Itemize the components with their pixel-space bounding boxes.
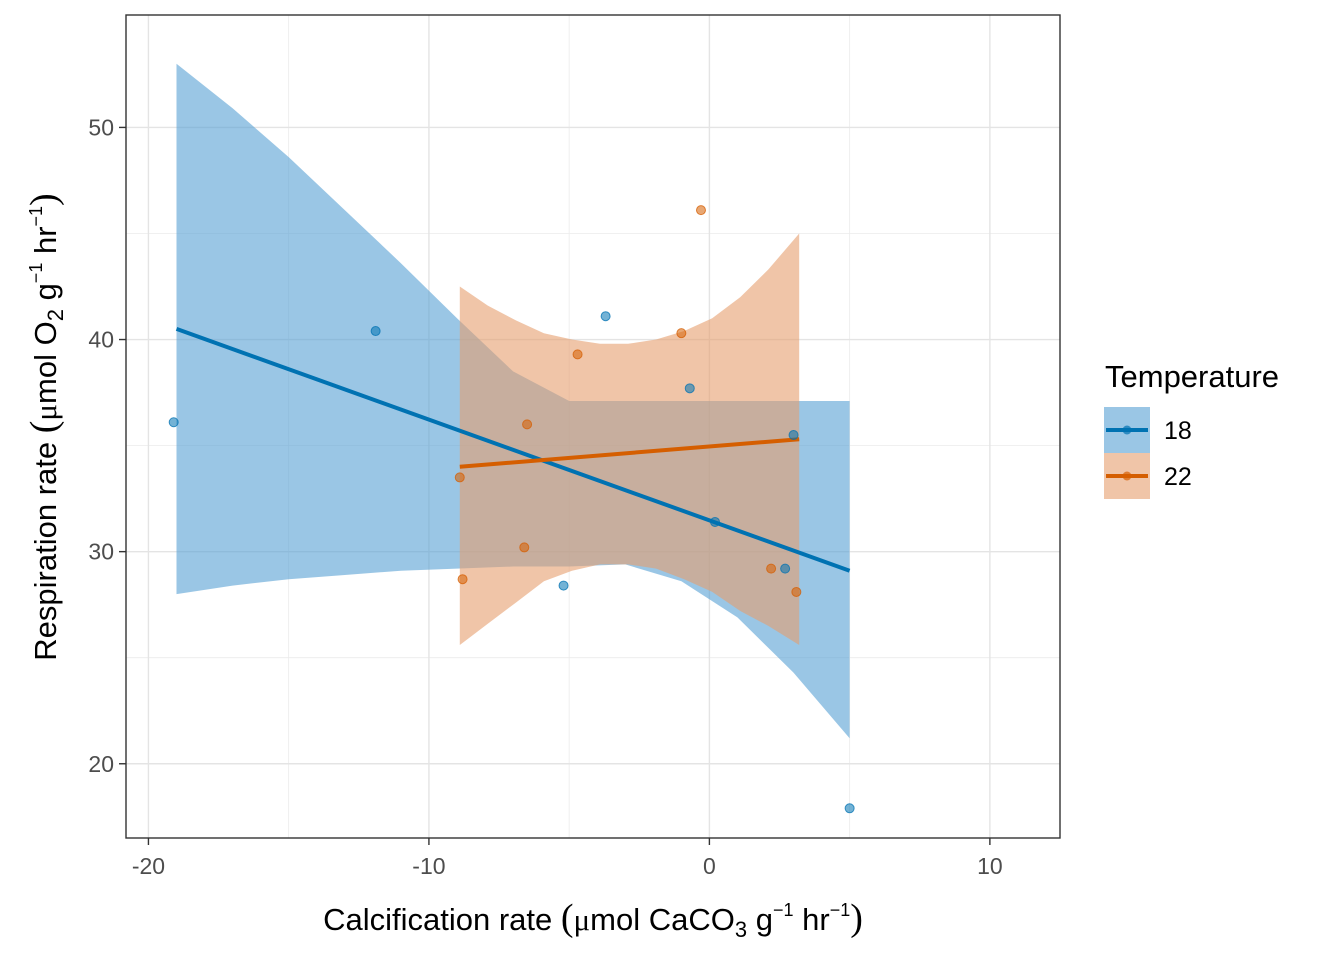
trend-line-18: [175, 327, 851, 573]
x-tick-label: 0: [703, 853, 716, 879]
trend-lines: [175, 327, 851, 573]
x-tick-label: 10: [977, 853, 1003, 879]
legend-title: Temperature: [1105, 359, 1279, 394]
data-point-18: [168, 417, 179, 428]
data-point-18: [370, 326, 381, 337]
data-point-22: [676, 328, 687, 339]
legend-key-point-22: [1122, 471, 1132, 481]
data-point-18: [684, 383, 695, 394]
data-point-18: [710, 516, 721, 527]
confidence-ribbon-22: [459, 233, 800, 645]
confidence-ribbons: [176, 63, 850, 739]
legend-label-18: 18: [1164, 417, 1192, 445]
data-point-18: [600, 311, 611, 322]
data-point-22: [695, 205, 706, 216]
plot-panel-border: [125, 14, 1061, 839]
x-tick-label: -10: [412, 853, 445, 879]
data-point-22: [454, 472, 465, 483]
data-point-18: [558, 580, 569, 591]
data-point-18: [788, 429, 799, 440]
data-point-22: [457, 574, 468, 585]
data-point-22: [572, 349, 583, 360]
y-axis: 20 30 40 50: [88, 114, 126, 777]
y-tick-label: 40: [88, 327, 114, 353]
data-point-22: [766, 563, 777, 574]
data-point-22: [522, 419, 533, 430]
x-axis: -20 -10 0 10: [132, 838, 1003, 879]
data-point-22: [519, 542, 530, 553]
data-points: [168, 205, 855, 814]
x-axis-title: Calcification rate (μmol CaCO3 g−1 hr−1): [323, 897, 863, 942]
legend-label-22: 22: [1164, 463, 1192, 491]
grid-major: [126, 15, 1060, 838]
data-point-18: [780, 563, 791, 574]
legend-key-point-18: [1122, 425, 1132, 435]
data-point-18: [844, 803, 855, 814]
y-tick-label: 50: [88, 114, 114, 140]
data-point-22: [791, 586, 802, 597]
trend-line-22: [459, 437, 800, 469]
x-tick-label: -20: [132, 853, 165, 879]
y-tick-label: 30: [88, 539, 114, 565]
y-axis-title: Respiration rate (μmol O2 g−1 hr−1): [23, 193, 68, 660]
y-tick-label: 20: [88, 751, 114, 777]
